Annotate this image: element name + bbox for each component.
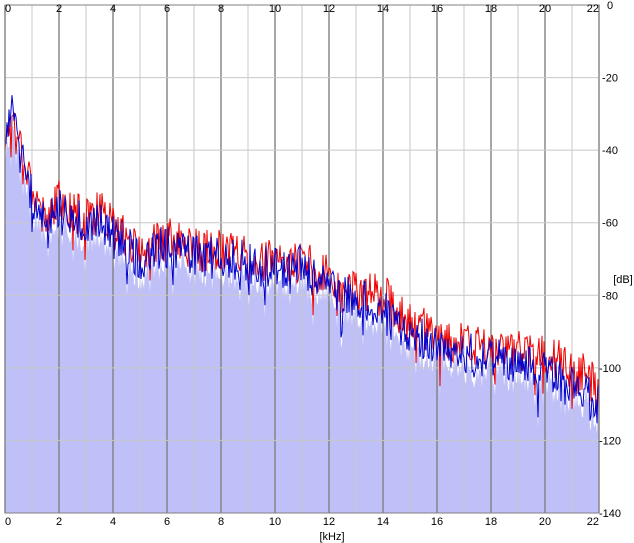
x-tick-label-bottom: 12	[323, 516, 335, 528]
y-tick-label: 0	[607, 0, 613, 12]
x-tick-label-bottom: 6	[164, 516, 170, 528]
y-axis-ticks: 0 -20 -40 -60 -80 -100 -120 -140	[599, 0, 621, 520]
x-tick-label-bottom: 10	[269, 516, 281, 528]
x-tick-label-bottom: 2	[56, 516, 62, 528]
x-tick-label-top: 20	[539, 3, 551, 15]
x-tick-label-top: 18	[485, 3, 497, 15]
x-tick-label-top: 16	[431, 3, 443, 15]
x-tick-label-top: 6	[164, 3, 170, 15]
y-tick-label: -20	[602, 73, 618, 85]
x-tick-label-top: 22	[587, 3, 599, 15]
x-tick-label-top: 0	[5, 3, 11, 15]
series-lines	[4, 95, 600, 424]
y-tick-label: -80	[602, 290, 618, 302]
x-tick-label-top: 4	[110, 3, 116, 15]
x-tick-label-top: 12	[323, 3, 335, 15]
plot-border	[4, 4, 600, 514]
y-tick-label: -140	[599, 508, 621, 520]
y-axis-label: [dB]	[613, 274, 633, 286]
series-line-blue	[4, 95, 600, 424]
x-tick-label-top: 2	[56, 3, 62, 15]
x-tick-label-bottom: 4	[110, 516, 116, 528]
y-tick-label: -120	[599, 435, 621, 447]
x-tick-label-bottom: 0	[5, 516, 11, 528]
x-tick-label-bottom: 18	[485, 516, 497, 528]
x-tick-label-top: 10	[269, 3, 281, 15]
x-tick-label-bottom: 20	[539, 516, 551, 528]
x-tick-label-bottom: 16	[431, 516, 443, 528]
y-tick-label: -40	[602, 145, 618, 157]
y-tick-label: -60	[602, 218, 618, 230]
x-tick-label-bottom: 8	[218, 516, 224, 528]
x-tick-label-top: 8	[218, 3, 224, 15]
series-line-red	[4, 111, 600, 413]
x-tick-label-bottom: 22	[587, 516, 599, 528]
x-tick-label-bottom: 14	[377, 516, 389, 528]
x-tick-label-top: 14	[377, 3, 389, 15]
x-axis-label: [kHz]	[319, 531, 344, 543]
y-tick-label: -100	[599, 363, 621, 375]
